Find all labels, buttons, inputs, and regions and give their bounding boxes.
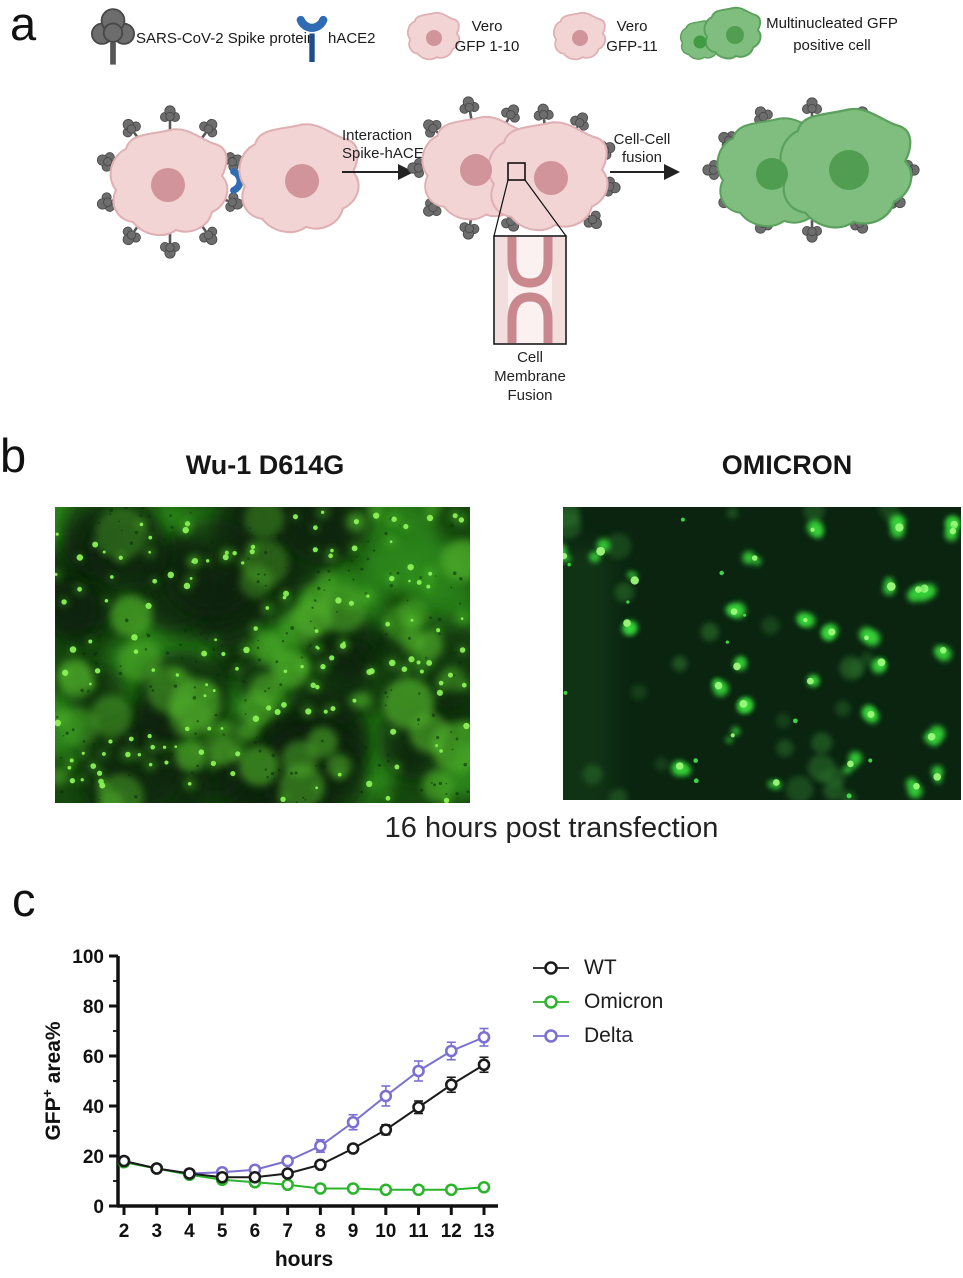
- svg-text:60: 60: [83, 1047, 104, 1068]
- interaction-label-line1: Interaction: [342, 127, 412, 144]
- inset-label-line3: Fusion: [507, 387, 552, 404]
- svg-text:8: 8: [315, 1221, 326, 1242]
- vero-gfp110-cell-icon: [406, 11, 461, 61]
- panel-c-label: c: [12, 873, 36, 926]
- svg-text:4: 4: [184, 1221, 195, 1242]
- interaction-label-line2: Spike-hACE2: [342, 145, 432, 162]
- svg-text:hours: hours: [275, 1248, 333, 1271]
- zoom-line-left: [493, 179, 509, 237]
- svg-text:12: 12: [441, 1221, 462, 1242]
- svg-text:0: 0: [93, 1197, 104, 1218]
- legend-label-vero11-line2: GFP-11: [606, 38, 657, 55]
- svg-text:2: 2: [119, 1221, 130, 1242]
- legend-label-multi-line2: positive cell: [793, 37, 871, 54]
- svg-text:5: 5: [217, 1221, 228, 1242]
- legend-label-vero110-line1: Vero: [472, 18, 503, 35]
- svg-text:100: 100: [72, 947, 104, 968]
- legend-label-delta: Delta: [584, 1024, 634, 1047]
- svg-text:20: 20: [83, 1147, 104, 1168]
- fluorescence-image-omicron: [563, 507, 961, 800]
- spike-protein-icon: [92, 9, 134, 64]
- svg-text:40: 40: [83, 1097, 104, 1118]
- right-image-title: OMICRON: [721, 450, 853, 480]
- panel-b-label: b: [0, 429, 27, 482]
- svg-text:13: 13: [473, 1221, 494, 1242]
- legend-row-wt: WT: [532, 956, 663, 980]
- fluorescence-image-wu1-d614g: [55, 507, 470, 803]
- multinucleated-cell-icon: [679, 6, 762, 60]
- panel-a-diagram: SARS-CoV-2 Spike protein hACE2 Vero GFP …: [0, 0, 921, 404]
- svg-text:11: 11: [408, 1221, 429, 1242]
- vero-gfp11-cell-icon: [552, 11, 607, 61]
- adhered-cell-pair: [406, 93, 624, 243]
- svg-text:7: 7: [282, 1221, 293, 1242]
- svg-text:10: 10: [375, 1221, 396, 1242]
- svg-text:9: 9: [348, 1221, 359, 1242]
- svg-text:GFP+ area%: GFP+ area%: [40, 1021, 65, 1140]
- svg-text:3: 3: [151, 1221, 162, 1242]
- acceptor-cell-with-hace2: [234, 123, 360, 234]
- svg-text:6: 6: [250, 1221, 261, 1242]
- panel-b-caption: 16 hours post transfection: [384, 812, 719, 844]
- legend-label-multi-line1: Multinucleated GFP: [766, 15, 898, 32]
- legend-label-vero11-line1: Vero: [617, 18, 648, 35]
- wt-marker-icon: [533, 961, 569, 975]
- legend-label-vero110-line2: GFP 1-10: [455, 38, 520, 55]
- left-image-title: Wu-1 D614G: [185, 450, 345, 480]
- legend-label-spike: SARS-CoV-2 Spike protein: [136, 30, 315, 47]
- fused-green-cell: [701, 96, 921, 244]
- legend-label-omicron: Omicron: [584, 990, 664, 1013]
- spiked-donor-cell: [93, 104, 247, 260]
- chart-legend: WT Omicron Delta: [532, 956, 663, 1048]
- inset-label-line2: Membrane: [494, 368, 566, 385]
- fusion-label-line2: fusion: [622, 149, 662, 166]
- legend-label-hace2: hACE2: [328, 30, 376, 47]
- membrane-zoom-box: [507, 162, 526, 181]
- svg-text:80: 80: [83, 997, 104, 1018]
- delta-marker-icon: [533, 1029, 569, 1043]
- omicron-marker-icon: [533, 995, 569, 1009]
- fusion-label-line1: Cell-Cell: [614, 131, 671, 148]
- inset-label-line1: Cell: [517, 349, 543, 366]
- panel-a-label: a: [10, 0, 37, 50]
- membrane-fusion-inset: [493, 235, 567, 345]
- zoom-line-right: [524, 179, 567, 237]
- legend-label-wt: WT: [584, 956, 617, 979]
- legend-row-omicron: Omicron: [532, 990, 663, 1014]
- legend-row-delta: Delta: [532, 1024, 663, 1048]
